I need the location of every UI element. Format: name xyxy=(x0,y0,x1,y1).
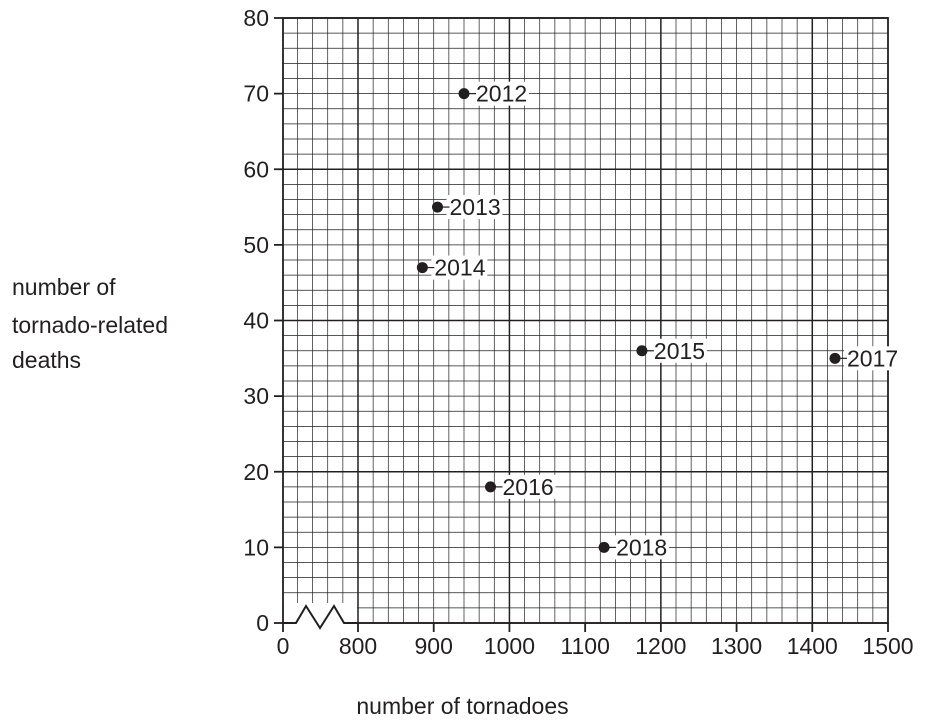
x-tick-label: 1400 xyxy=(787,633,838,659)
data-point-label: 2014 xyxy=(434,255,485,281)
point-label-bg xyxy=(650,338,707,363)
x-tick-label: 800 xyxy=(339,633,377,659)
y-tick-label: 10 xyxy=(243,534,269,560)
y-tick-label: 50 xyxy=(243,232,269,258)
point-label-bg xyxy=(446,195,503,220)
point-label-bg xyxy=(431,255,488,280)
data-point xyxy=(416,262,428,274)
x-tick-label: 1000 xyxy=(484,633,535,659)
x-tick-label: 1300 xyxy=(711,633,762,659)
y-tick-label: 80 xyxy=(243,5,269,31)
data-point xyxy=(432,201,443,213)
y-tick-label: 20 xyxy=(243,459,269,485)
y-tick-label: 40 xyxy=(243,308,269,334)
x-axis-label: number of tornadoes xyxy=(356,693,569,719)
y-tick-label: 30 xyxy=(243,383,269,409)
data-point-label: 2017 xyxy=(847,345,898,371)
x-axis-break xyxy=(283,603,358,630)
y-tick-label: 60 xyxy=(243,156,269,182)
x-tick-label: 1500 xyxy=(862,633,913,659)
data-point xyxy=(636,345,648,357)
data-point xyxy=(485,481,496,493)
x-tick-label: 900 xyxy=(415,633,453,659)
data-point-label: 2015 xyxy=(654,338,705,364)
y-axis-label-line-1: number of xyxy=(12,274,116,300)
point-label-bg xyxy=(473,81,529,106)
y-axis-label-line-2: tornado-related xyxy=(12,312,168,338)
x-tick-label: 1200 xyxy=(635,633,686,659)
y-axis-label-line-3: deaths xyxy=(12,347,82,373)
axes xyxy=(274,17,889,632)
axis-break-zigzag xyxy=(283,604,358,630)
y-tick-label: 70 xyxy=(243,81,269,107)
y-tick-label: 0 xyxy=(256,610,269,636)
data-point xyxy=(829,352,841,364)
point-label-bg xyxy=(499,474,556,499)
x-tick-label: 1100 xyxy=(560,633,609,659)
data-point-label: 2012 xyxy=(476,81,527,107)
point-label-bg xyxy=(844,346,900,371)
data-point-label: 2016 xyxy=(503,474,554,500)
data-point xyxy=(458,88,470,100)
data-points: 2012 2013 2014 2015 2016 2017 2018 xyxy=(416,81,900,560)
axis-break-mask xyxy=(284,603,357,624)
data-point-label: 2018 xyxy=(616,534,667,560)
point-label-bg xyxy=(613,535,670,560)
x-tick-label: 0 xyxy=(277,633,290,659)
data-point-label: 2013 xyxy=(450,194,501,220)
data-point xyxy=(598,541,610,553)
